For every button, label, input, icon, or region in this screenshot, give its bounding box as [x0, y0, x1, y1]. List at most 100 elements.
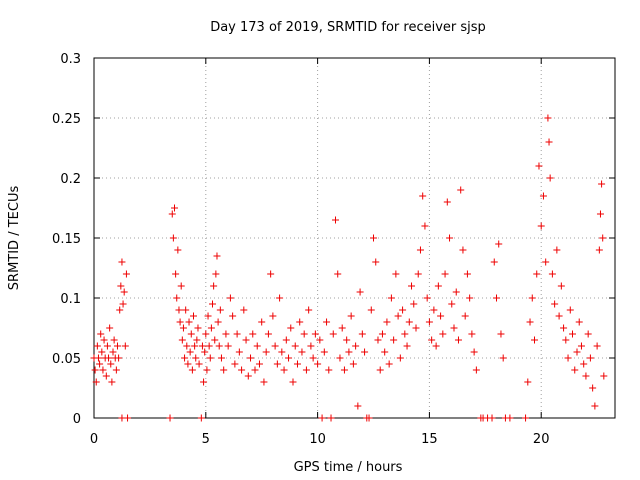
data-point — [184, 360, 192, 368]
data-point — [91, 366, 99, 374]
data-point — [215, 342, 223, 350]
data-point — [365, 414, 373, 422]
data-point — [170, 204, 178, 212]
data-point — [582, 372, 590, 380]
data-point — [441, 270, 449, 278]
data-point — [177, 282, 185, 290]
x-tick-label: 15 — [421, 432, 438, 447]
data-point — [220, 366, 228, 374]
data-point — [117, 282, 125, 290]
data-point — [399, 306, 407, 314]
data-point — [497, 330, 505, 338]
data-point — [175, 306, 183, 314]
data-point — [214, 318, 222, 326]
data-point — [392, 270, 400, 278]
data-point — [121, 342, 129, 350]
data-point — [169, 234, 177, 242]
data-point — [376, 366, 384, 374]
data-point — [347, 312, 355, 320]
data-point — [120, 288, 128, 296]
data-point — [235, 348, 243, 356]
data-point — [423, 294, 431, 302]
data-point — [229, 312, 237, 320]
x-tick-label: 0 — [90, 432, 98, 447]
data-point — [425, 318, 433, 326]
data-point — [358, 330, 366, 338]
data-point — [213, 252, 221, 260]
data-point — [186, 348, 194, 356]
data-point — [206, 354, 214, 362]
data-point — [526, 318, 534, 326]
data-point — [544, 114, 552, 122]
data-point — [192, 354, 200, 362]
data-point — [267, 270, 275, 278]
data-point — [361, 348, 369, 356]
data-point — [522, 414, 530, 422]
data-point — [432, 342, 440, 350]
data-point — [416, 246, 424, 254]
data-point — [191, 342, 199, 350]
data-point — [488, 414, 496, 422]
data-point — [320, 348, 328, 356]
data-point — [209, 300, 217, 308]
data-point — [216, 306, 224, 314]
data-point — [352, 342, 360, 350]
data-point — [412, 324, 420, 332]
data-point — [434, 282, 442, 290]
data-point — [97, 330, 105, 338]
data-point — [314, 360, 322, 368]
x-tick-label: 10 — [309, 432, 326, 447]
data-point — [99, 366, 107, 374]
data-point — [403, 342, 411, 350]
data-point — [443, 198, 451, 206]
data-point — [336, 354, 344, 362]
data-point — [197, 414, 205, 422]
data-point — [98, 348, 106, 356]
y-tick-label: 0.2 — [60, 172, 81, 187]
data-point — [599, 234, 607, 242]
data-point — [118, 258, 126, 266]
data-point — [96, 360, 104, 368]
x-tick-label: 20 — [533, 432, 550, 447]
data-point — [499, 354, 507, 362]
data-point — [410, 300, 418, 308]
data-point — [305, 306, 313, 314]
data-point — [110, 336, 118, 344]
y-tick-label: 0.05 — [52, 352, 81, 367]
y-tick-label: 0 — [73, 412, 81, 427]
data-point — [428, 336, 436, 344]
data-point — [119, 300, 127, 308]
data-point — [593, 342, 601, 350]
data-point — [343, 336, 351, 344]
data-point — [573, 348, 581, 356]
data-point — [419, 192, 427, 200]
data-point — [383, 318, 391, 326]
data-point — [300, 330, 308, 338]
data-point — [535, 162, 543, 170]
data-point — [468, 330, 476, 338]
data-point — [293, 360, 301, 368]
data-point — [207, 324, 215, 332]
x-axis: 0 5 10 15 20 — [90, 58, 550, 447]
data-point — [210, 282, 218, 290]
data-point — [490, 258, 498, 266]
data-point — [580, 360, 588, 368]
data-point — [394, 312, 402, 320]
x-axis-label: GPS time / hours — [294, 460, 403, 475]
y-tick-label: 0.15 — [52, 232, 81, 247]
x-tick-label: 5 — [202, 432, 210, 447]
data-point — [249, 330, 257, 338]
data-point — [589, 384, 597, 392]
y-axis: 0 0.05 0.1 0.15 0.2 0.25 0.3 — [52, 52, 615, 427]
data-point — [168, 210, 176, 218]
data-point — [116, 306, 124, 314]
data-point — [262, 348, 270, 356]
data-point — [195, 360, 203, 368]
data-point — [586, 354, 594, 362]
data-point — [577, 342, 585, 350]
data-point — [240, 306, 248, 314]
data-point — [222, 330, 230, 338]
data-point — [106, 324, 114, 332]
data-point — [564, 354, 572, 362]
